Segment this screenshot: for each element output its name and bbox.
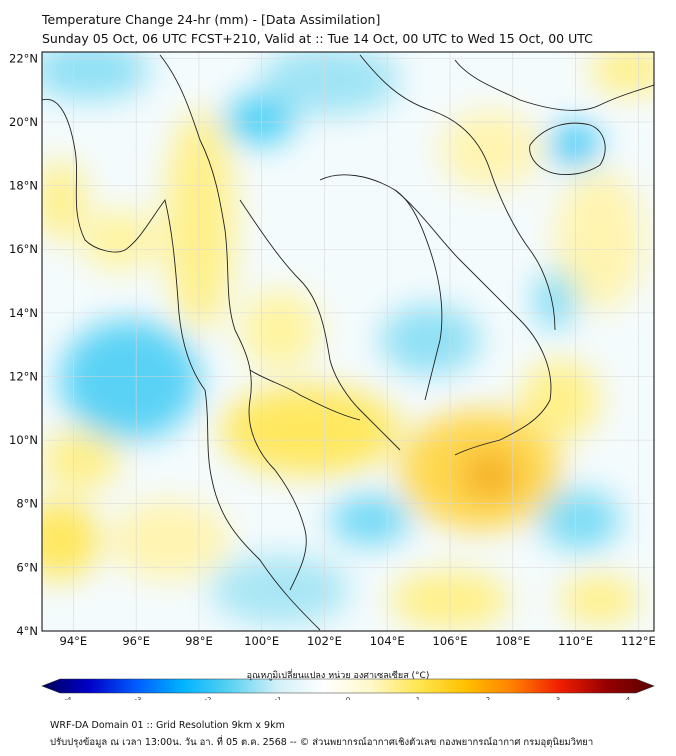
lat-tick-label: 16°N (9, 242, 38, 256)
map-frame (41, 51, 655, 632)
lat-tick-label: 10°N (9, 433, 38, 447)
colorbar-tick-label: -1 (275, 696, 282, 700)
colorbar-tick-label: -3 (135, 696, 142, 700)
colorbar-ticks: -4 -3 -2 -1 0 1 2 3 4 (65, 696, 631, 700)
lat-tick-label: 6°N (16, 560, 38, 574)
lon-tick-label: 98°E (185, 634, 213, 648)
map-subtitle: Sunday 05 Oct, 06 UTC FCST+210, Valid at… (42, 31, 593, 46)
graticule (42, 52, 654, 631)
lon-tick-label: 94°E (60, 634, 88, 648)
lon-tick-label: 108°E (495, 634, 530, 648)
footer-credit: ปรับปรุงข้อมูล ณ เวลา 13:00น. วัน อา. ที… (50, 737, 594, 748)
colorbar-tick-label: -4 (65, 696, 73, 700)
lon-tick-label: 110°E (558, 634, 593, 648)
country-borders (42, 54, 654, 631)
colorbar-tick-label: 0 (346, 696, 350, 700)
lat-tick-label: 8°N (16, 497, 38, 511)
colorbar-tick-label: 3 (556, 696, 560, 700)
lon-tick-label: 112°E (621, 634, 656, 648)
colorbar-bar (41, 678, 655, 694)
footer-model-info: WRF-DA Domain 01 :: Grid Resolution 9km … (50, 720, 285, 731)
lat-tick-label: 14°N (9, 306, 38, 320)
lon-tick-label: 106°E (433, 634, 468, 648)
lon-tick-label: 104°E (370, 634, 405, 648)
lat-tick-label: 12°N (9, 369, 38, 383)
colorbar-tick-label: 4 (626, 696, 631, 700)
map-title: Temperature Change 24-hr (mm) - [Data As… (42, 12, 381, 27)
lat-tick-label: 20°N (9, 115, 38, 129)
temperature-change-map: 22°N 20°N 18°N 16°N 14°N 12°N 10°N 8°N 6°N 4°N 94°… (9, 51, 656, 700)
lat-tick-label: 18°N (9, 179, 38, 193)
lat-tick-label: 22°N (9, 51, 38, 65)
axis-labels: 22°N 20°N 18°N 16°N 14°N 12°N 10°N 8°N 6°N 4°N 94°… (9, 51, 656, 648)
colorbar-tick-label: 2 (486, 696, 490, 700)
lon-tick-label: 96°E (122, 634, 150, 648)
colorbar-label: อุณหภูมิเปลี่ยนแปลง หน่วย องศาเซลเซียส (… (246, 671, 430, 681)
lon-tick-label: 102°E (307, 634, 342, 648)
lat-tick-label: 4°N (16, 624, 38, 638)
colorbar-tick-label: -2 (205, 696, 212, 700)
colorbar-tick-label: 1 (416, 696, 420, 700)
colorbar: -4 -3 -2 -1 0 1 2 3 4 (41, 678, 655, 700)
lon-tick-label: 100°E (244, 634, 279, 648)
